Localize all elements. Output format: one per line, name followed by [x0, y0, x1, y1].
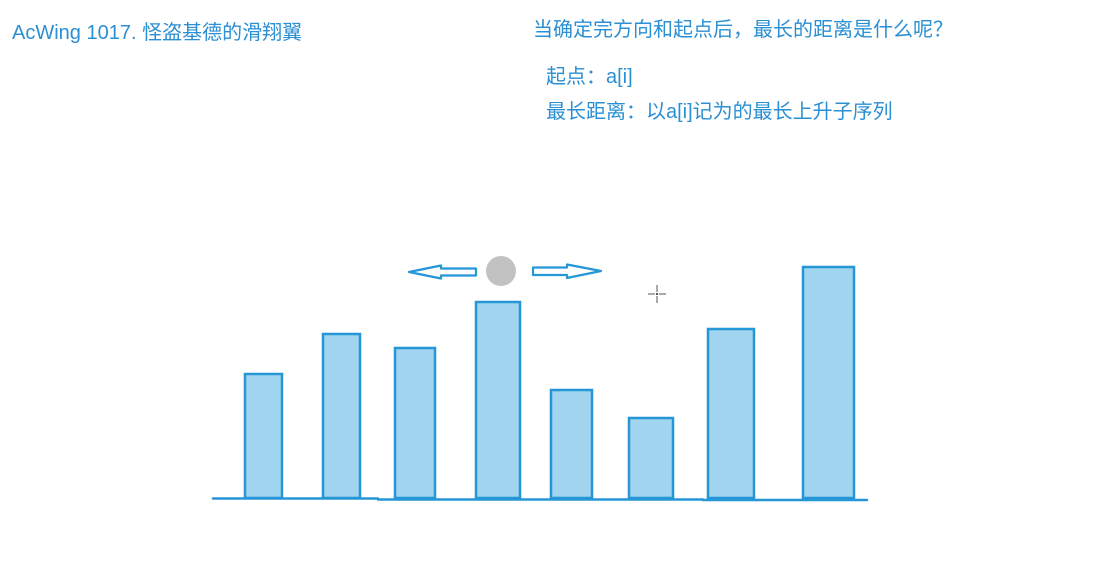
- building-bar-5: [549, 388, 594, 500]
- building-bar-1: [243, 372, 284, 500]
- note-longest-distance: 最长距离：以a[i]记为的最长上升子序列: [546, 101, 893, 123]
- ground-line: [211, 497, 869, 502]
- note-start-point: 起点：a[i]: [546, 66, 633, 88]
- building-bar-2: [321, 332, 362, 500]
- left-arrow-icon: [407, 264, 478, 280]
- problem-title: AcWing 1017. 怪盗基德的滑翔翼: [12, 22, 303, 44]
- crosshair-cursor-icon: [648, 285, 666, 303]
- building-bar-6: [627, 416, 675, 500]
- right-arrow-icon: [531, 263, 603, 280]
- start-point-ball: [486, 256, 516, 286]
- building-bar-8: [801, 265, 856, 500]
- building-bar-4: [474, 300, 522, 500]
- building-bar-7: [706, 327, 756, 500]
- question-text: 当确定完方向和起点后，最长的距离是什么呢？: [533, 19, 953, 41]
- building-bar-3: [393, 346, 437, 500]
